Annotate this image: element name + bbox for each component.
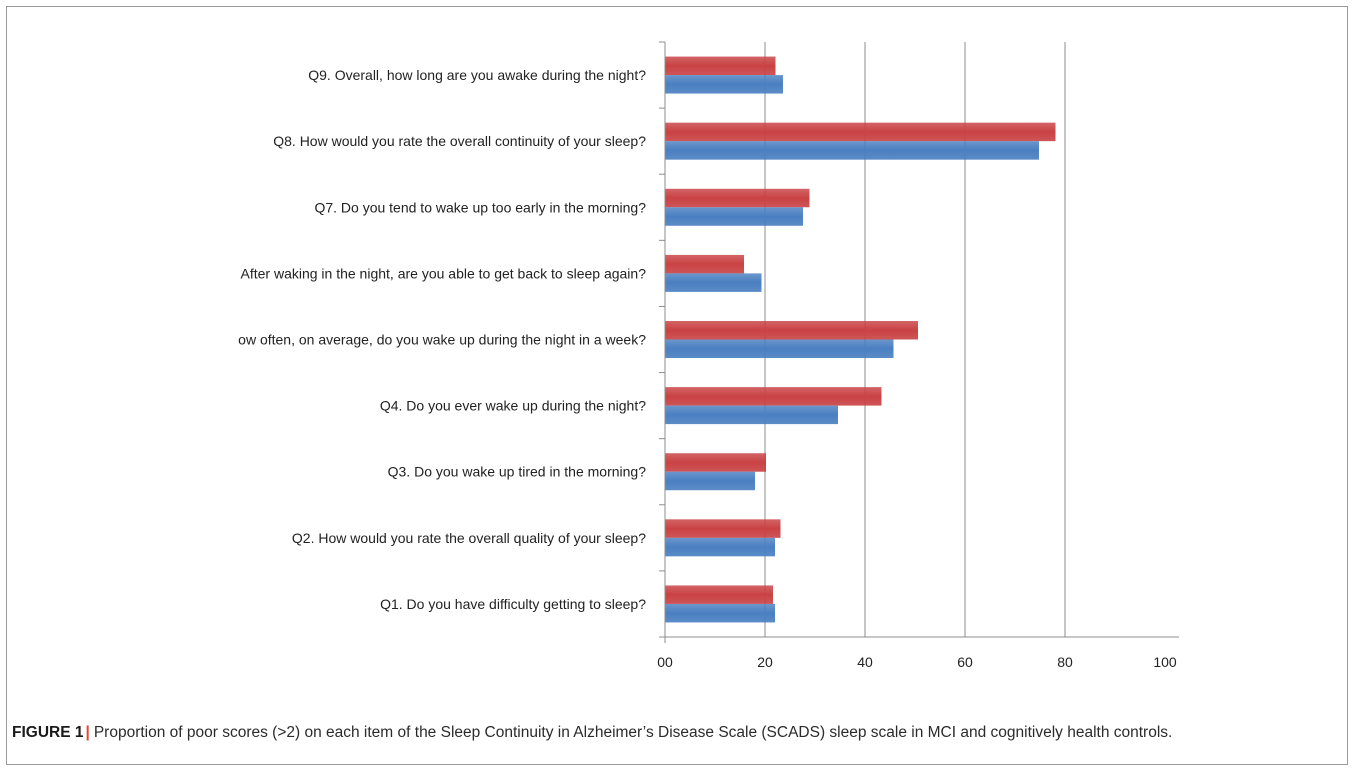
category-label: Q8. How would you rate the overall conti… [273,133,646,149]
figure-caption: FIGURE 1 | Proportion of poor scores (>2) … [12,722,1332,743]
bar-series-1 [665,56,776,76]
x-tick-label: 80 [1057,654,1073,670]
bar-series-1 [665,254,744,274]
bar-series-2 [665,537,775,557]
category-label: After waking in the night, are you able … [241,265,647,281]
bar-series-2 [665,141,1039,160]
x-tick-label: 20 [757,654,773,670]
bar-series-2 [665,603,775,623]
category-label: ow often, on average, do you wake up dur… [238,332,646,348]
x-tick-labels: 00 20 40 60 80 100 [657,654,1177,670]
bar-series-1 [665,188,810,208]
x-tick-label: 100 [1153,654,1177,670]
axes [659,41,1179,643]
bar-chart: Q1. Do you have difficulty getting to sl… [238,41,1179,670]
x-tick-label: 00 [657,654,673,670]
bar-series-1 [665,453,766,472]
category-label: Q7. Do you tend to wake up too early in … [314,199,646,215]
figure-frame [6,6,1348,765]
bar-series-1 [665,585,773,604]
bar-series-1 [665,321,918,340]
bar-series-1 [665,122,1056,142]
bar-series-1 [665,387,882,406]
caption-label: FIGURE 1 [12,724,84,741]
bar-series-2 [665,471,755,491]
category-label: Q9. Overall, how long are you awake duri… [308,67,646,83]
x-tick-label: 40 [857,654,873,670]
category-label: Q1. Do you have difficulty getting to sl… [380,596,646,612]
caption-text: Proportion of poor scores (>2) on each i… [93,724,1173,741]
bar-series-2 [665,207,803,226]
x-tick-label: 60 [957,654,973,670]
category-label: Q2. How would you rate the overall quali… [292,530,646,546]
bar-series-2 [665,75,783,94]
category-label: Q4. Do you ever wake up during the night… [380,398,646,414]
bar-series-1 [665,519,781,538]
bars [665,56,1056,623]
bar-series-2 [665,273,762,292]
category-label: Q3. Do you wake up tired in the morning? [388,464,647,480]
bar-series-2 [665,339,894,358]
category-labels: Q1. Do you have difficulty getting to sl… [238,67,646,612]
caption-separator: | [85,724,90,741]
bar-series-2 [665,405,838,425]
